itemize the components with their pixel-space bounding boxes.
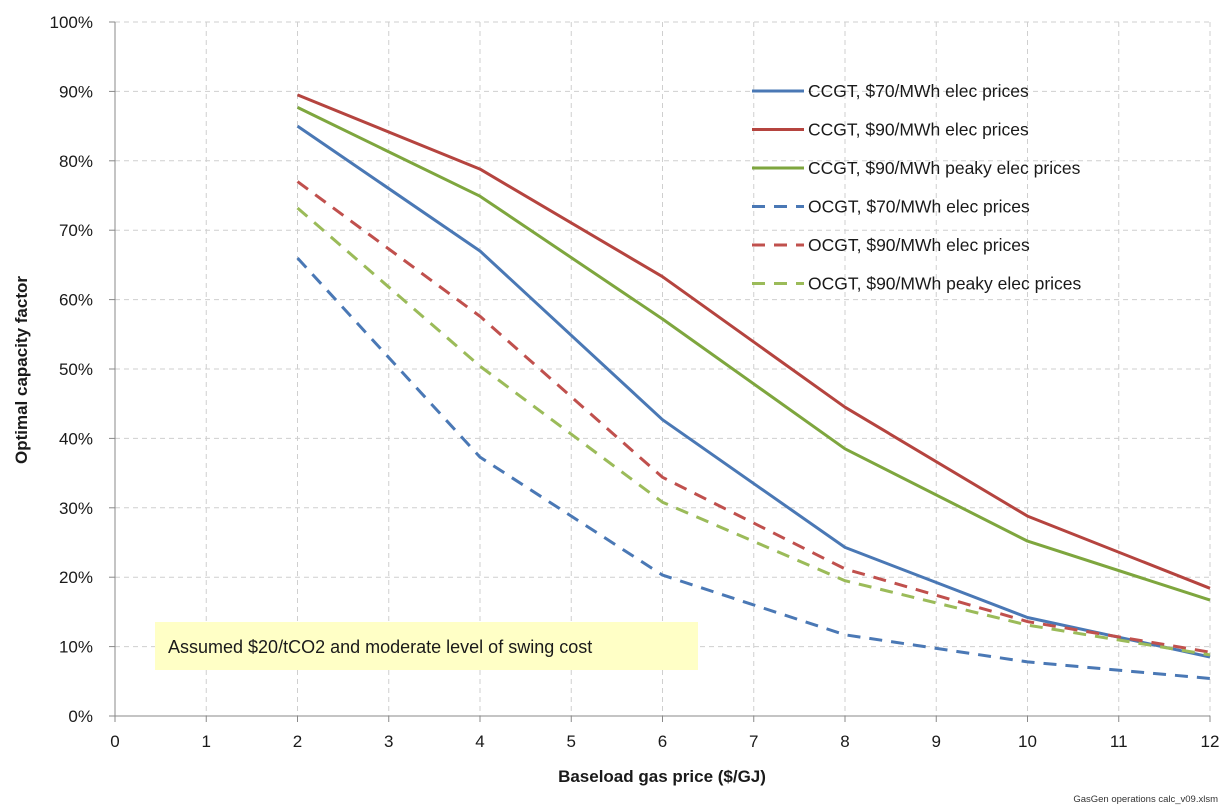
legend-label-2: CCGT, $90/MWh elec prices: [808, 120, 1029, 140]
y-tick-label: 70%: [59, 221, 93, 240]
x-tick-label: 4: [475, 732, 484, 751]
x-tick-label: 1: [202, 732, 211, 751]
y-tick-label: 0%: [68, 707, 93, 726]
y-tick-label: 20%: [59, 568, 93, 587]
legend-label-5: OCGT, $90/MWh elec prices: [808, 235, 1030, 255]
series-line-4: [296, 256, 1211, 680]
x-tick-label: 12: [1201, 732, 1220, 751]
series-line-6: [296, 206, 1211, 657]
y-axis-title: Optimal capacity factor: [12, 276, 31, 464]
y-tick-label: 40%: [59, 429, 93, 448]
x-tick-label: 0: [110, 732, 119, 751]
x-tick-label: 3: [384, 732, 393, 751]
y-tick-label: 90%: [59, 82, 93, 101]
annotation-text: Assumed $20/tCO2 and moderate level of s…: [168, 637, 592, 657]
legend-label-4: OCGT, $70/MWh elec prices: [808, 197, 1030, 217]
x-tick-label: 5: [567, 732, 576, 751]
x-tick-label: 9: [932, 732, 941, 751]
legend-label-6: OCGT, $90/MWh peaky elec prices: [808, 274, 1082, 294]
y-tick-label: 30%: [59, 499, 93, 518]
series-line-3: [296, 106, 1211, 602]
series-lines: [296, 93, 1211, 680]
legend-label-3: CCGT, $90/MWh peaky elec prices: [808, 158, 1081, 178]
gridlines: [115, 21, 1211, 716]
x-tick-label: 10: [1018, 732, 1037, 751]
legend-label-1: CCGT, $70/MWh elec prices: [808, 81, 1029, 101]
series-line-5: [296, 180, 1211, 654]
source-file-label: GasGen operations calc_v09.xlsm: [1073, 794, 1218, 805]
annotation-background: [155, 622, 698, 670]
axes: 0 1 2 3 4 5 6 7 8 9 10 11 120%10%20%30%40%50%60%70%8…: [50, 13, 1220, 751]
x-axis-title: Baseload gas price ($/GJ): [558, 767, 766, 786]
x-tick-label: 11: [1110, 732, 1128, 751]
x-tick-label: 2: [293, 732, 302, 751]
y-tick-label: 50%: [59, 360, 93, 379]
x-tick-label: 8: [840, 732, 849, 751]
y-tick-label: 60%: [59, 291, 93, 310]
x-tick-label: 6: [658, 732, 667, 751]
series-line-2: [296, 93, 1211, 590]
annotation-box: Assumed $20/tCO2 and moderate level of s…: [155, 622, 698, 670]
y-tick-label: 100%: [50, 13, 93, 32]
legend: CCGT, $70/MWh elec prices CCGT, $90/MWh e…: [752, 81, 1082, 294]
y-tick-label: 80%: [59, 152, 93, 171]
x-tick-label: 7: [749, 732, 758, 751]
y-tick-label: 10%: [59, 638, 93, 657]
series-line-1: [296, 124, 1211, 659]
